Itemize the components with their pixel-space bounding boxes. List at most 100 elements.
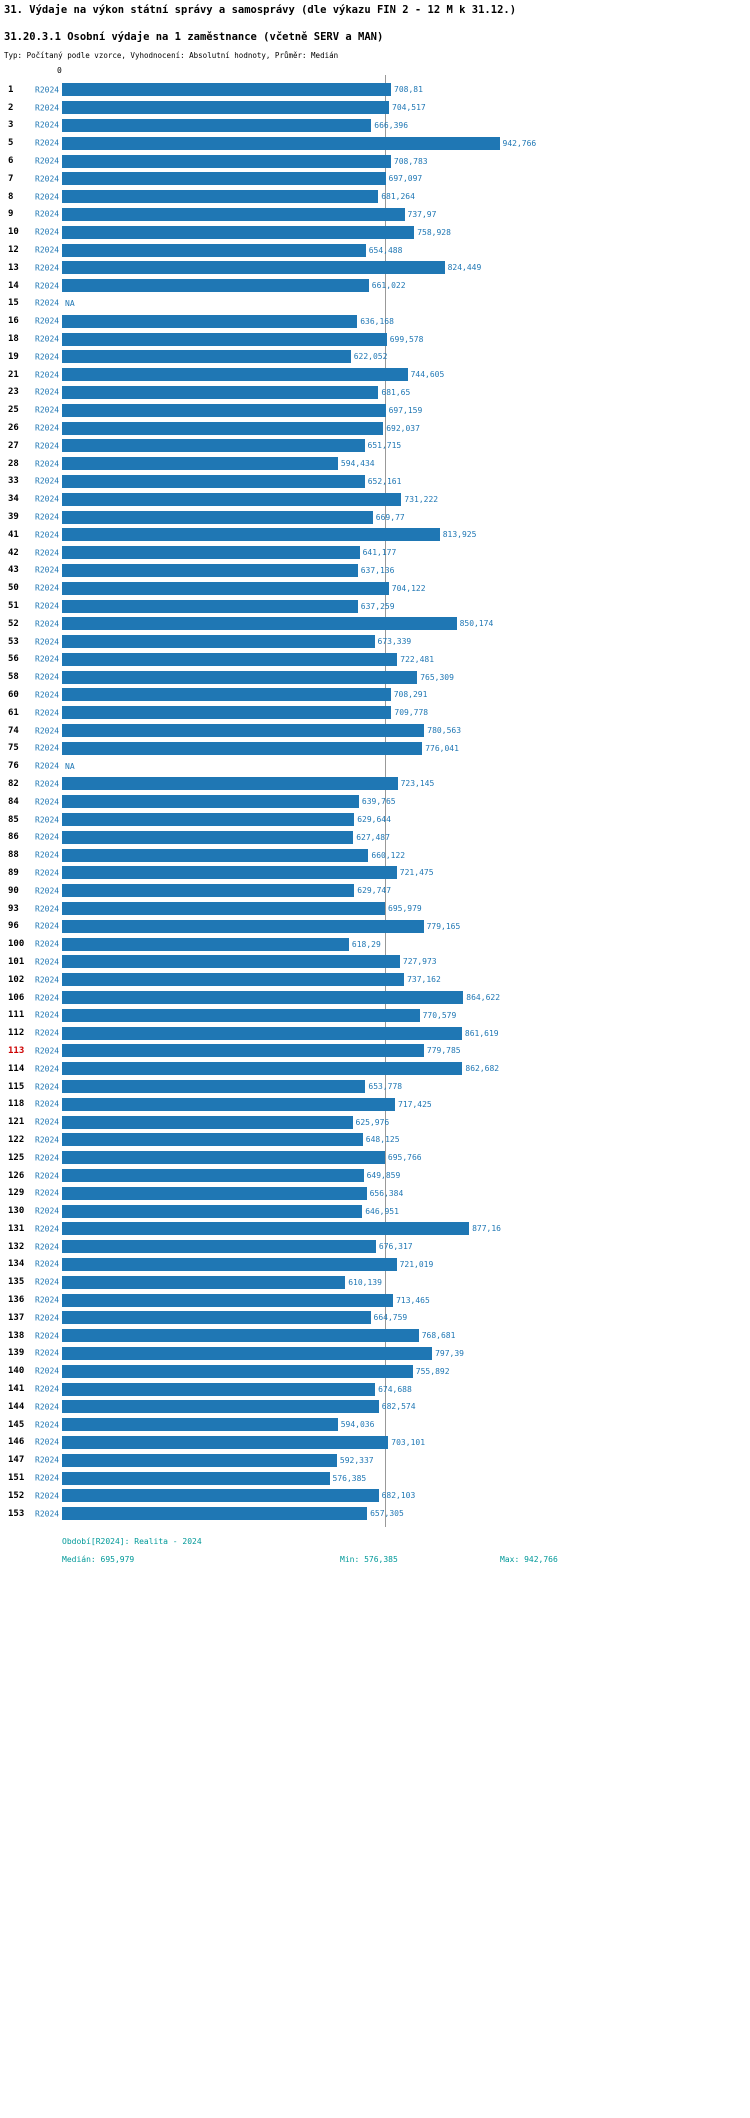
value-bar[interactable] bbox=[62, 332, 387, 346]
series-link[interactable]: R2024 bbox=[35, 263, 60, 273]
value-bar[interactable] bbox=[62, 1115, 353, 1129]
series-link[interactable]: R2024 bbox=[35, 1313, 60, 1323]
series-link[interactable]: R2024 bbox=[35, 1099, 60, 1109]
series-link[interactable]: R2024 bbox=[35, 761, 60, 771]
series-link[interactable]: R2024 bbox=[35, 1242, 60, 1252]
value-bar[interactable] bbox=[62, 118, 372, 132]
series-link[interactable]: R2024 bbox=[35, 1010, 60, 1020]
series-link[interactable]: R2024 bbox=[35, 886, 60, 896]
value-bar[interactable] bbox=[62, 1293, 394, 1307]
series-link[interactable]: R2024 bbox=[35, 494, 60, 504]
value-bar[interactable] bbox=[62, 1418, 338, 1432]
series-link[interactable]: R2024 bbox=[35, 1509, 60, 1519]
series-link[interactable]: R2024 bbox=[35, 619, 60, 629]
series-link[interactable]: R2024 bbox=[35, 1437, 60, 1447]
series-link[interactable]: R2024 bbox=[35, 281, 60, 291]
series-link[interactable]: R2024 bbox=[35, 654, 60, 664]
value-bar[interactable] bbox=[62, 1044, 424, 1058]
series-link[interactable]: R2024 bbox=[35, 743, 60, 753]
value-bar[interactable] bbox=[62, 1080, 366, 1094]
value-bar[interactable] bbox=[62, 154, 391, 168]
series-link[interactable]: R2024 bbox=[35, 832, 60, 842]
series-link[interactable]: R2024 bbox=[35, 1455, 60, 1465]
value-bar[interactable] bbox=[62, 1275, 346, 1289]
value-bar[interactable] bbox=[62, 1222, 470, 1236]
value-bar[interactable] bbox=[62, 439, 365, 453]
value-bar[interactable] bbox=[62, 795, 359, 809]
series-link[interactable]: R2024 bbox=[35, 637, 60, 647]
series-link[interactable]: R2024 bbox=[35, 387, 60, 397]
value-bar[interactable] bbox=[62, 1097, 395, 1111]
value-bar[interactable] bbox=[62, 1008, 420, 1022]
series-link[interactable]: R2024 bbox=[35, 370, 60, 380]
value-bar[interactable] bbox=[62, 1471, 330, 1485]
value-bar[interactable] bbox=[62, 884, 355, 898]
value-bar[interactable] bbox=[62, 599, 358, 613]
series-link[interactable]: R2024 bbox=[35, 1171, 60, 1180]
series-link[interactable]: R2024 bbox=[35, 779, 60, 789]
series-link[interactable]: R2024 bbox=[35, 476, 60, 486]
value-bar[interactable] bbox=[62, 457, 338, 471]
value-bar[interactable] bbox=[62, 492, 402, 506]
value-bar[interactable] bbox=[62, 279, 369, 293]
series-link[interactable]: R2024 bbox=[35, 601, 60, 611]
series-link[interactable]: R2024 bbox=[35, 904, 60, 914]
value-bar[interactable] bbox=[62, 385, 379, 399]
series-link[interactable]: R2024 bbox=[35, 1064, 60, 1074]
series-link[interactable]: R2024 bbox=[35, 512, 60, 522]
value-bar[interactable] bbox=[62, 617, 457, 631]
series-link[interactable]: R2024 bbox=[35, 690, 60, 700]
value-bar[interactable] bbox=[62, 83, 391, 97]
series-link[interactable]: R2024 bbox=[35, 156, 60, 166]
series-link[interactable]: R2024 bbox=[35, 1491, 60, 1501]
value-bar[interactable] bbox=[62, 955, 400, 969]
value-bar[interactable] bbox=[62, 1133, 363, 1147]
value-bar[interactable] bbox=[62, 830, 354, 844]
value-bar[interactable] bbox=[62, 243, 366, 257]
series-link[interactable]: R2024 bbox=[35, 993, 60, 1003]
series-link[interactable]: R2024 bbox=[35, 120, 60, 130]
series-link[interactable]: R2024 bbox=[35, 405, 60, 415]
value-bar[interactable] bbox=[62, 172, 386, 186]
value-bar[interactable] bbox=[62, 528, 440, 542]
value-bar[interactable] bbox=[62, 706, 392, 720]
value-bar[interactable] bbox=[62, 1400, 379, 1414]
value-bar[interactable] bbox=[62, 1364, 413, 1378]
value-bar[interactable] bbox=[62, 190, 379, 204]
value-bar[interactable] bbox=[62, 207, 405, 221]
value-bar[interactable] bbox=[62, 474, 365, 488]
value-bar[interactable] bbox=[62, 1062, 463, 1076]
series-link[interactable]: R2024 bbox=[35, 1082, 60, 1092]
series-link[interactable]: R2024 bbox=[35, 797, 60, 807]
series-link[interactable]: R2024 bbox=[35, 1384, 60, 1394]
series-link[interactable]: R2024 bbox=[35, 815, 60, 825]
series-link[interactable]: R2024 bbox=[35, 850, 60, 860]
series-link[interactable]: R2024 bbox=[35, 1224, 60, 1234]
value-bar[interactable] bbox=[62, 635, 375, 649]
value-bar[interactable] bbox=[62, 1382, 376, 1396]
series-link[interactable]: R2024 bbox=[35, 1473, 60, 1483]
series-link[interactable]: R2024 bbox=[35, 1331, 60, 1341]
series-link[interactable]: R2024 bbox=[35, 921, 60, 931]
series-link[interactable]: R2024 bbox=[35, 939, 60, 949]
series-link[interactable]: R2024 bbox=[35, 530, 60, 540]
series-link[interactable]: R2024 bbox=[35, 1046, 60, 1056]
series-link[interactable]: R2024 bbox=[35, 245, 60, 255]
value-bar[interactable] bbox=[62, 991, 464, 1005]
value-bar[interactable] bbox=[62, 670, 418, 684]
value-bar[interactable] bbox=[62, 1257, 397, 1271]
series-link[interactable]: R2024 bbox=[35, 459, 60, 469]
series-link[interactable]: R2024 bbox=[35, 672, 60, 682]
value-bar[interactable] bbox=[62, 1311, 371, 1325]
value-bar[interactable] bbox=[62, 136, 500, 150]
series-link[interactable]: R2024 bbox=[35, 441, 60, 451]
series-link[interactable]: R2024 bbox=[35, 1348, 60, 1358]
value-bar[interactable] bbox=[62, 1169, 364, 1182]
value-bar[interactable] bbox=[62, 101, 389, 115]
value-bar[interactable] bbox=[62, 1204, 363, 1218]
value-bar[interactable] bbox=[62, 1489, 379, 1503]
value-bar[interactable] bbox=[62, 314, 358, 328]
series-link[interactable]: R2024 bbox=[35, 975, 60, 985]
value-bar[interactable] bbox=[62, 1240, 376, 1254]
series-link[interactable]: R2024 bbox=[35, 726, 60, 736]
